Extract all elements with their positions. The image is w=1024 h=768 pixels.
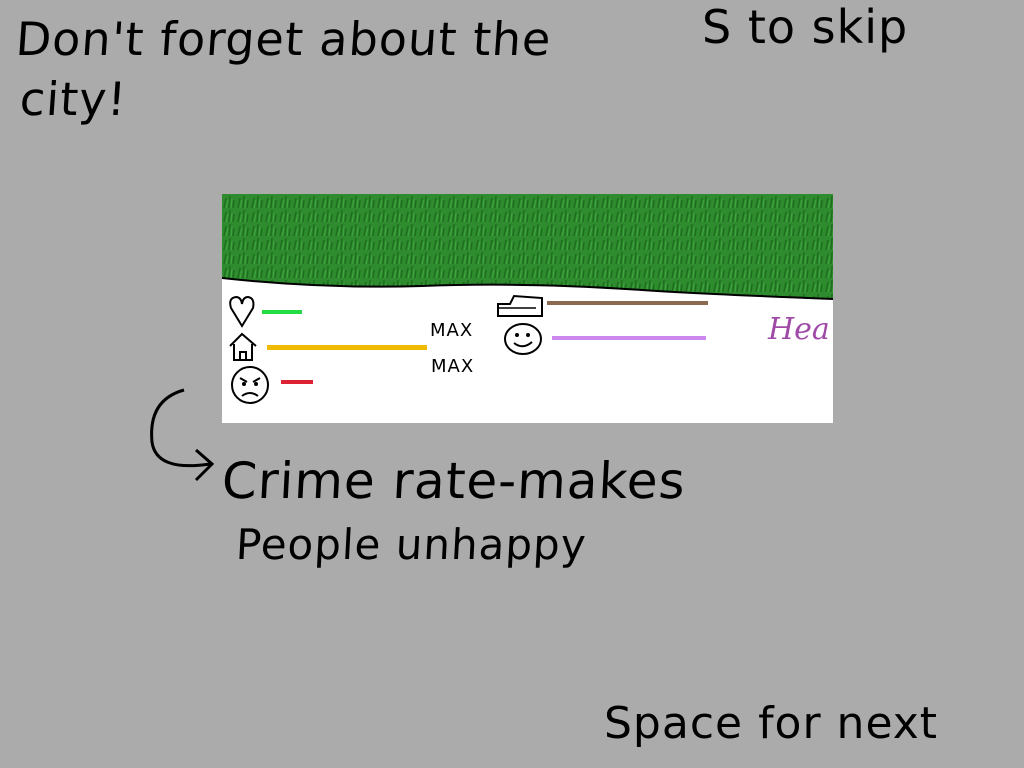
crime-explanation-line1: Crime rate-makes	[220, 452, 688, 510]
crime-bar	[281, 380, 313, 384]
curved-arrow-icon	[150, 388, 215, 482]
health-bar	[262, 310, 302, 314]
angry-face-icon	[231, 366, 269, 404]
skip-hint: S to skip	[702, 0, 909, 54]
house-icon	[229, 332, 257, 361]
housing-bar	[267, 345, 427, 350]
money-icon	[497, 294, 543, 317]
hud-preview-panel: MAX MAX Hea	[222, 194, 833, 423]
next-hint: Space for next	[604, 698, 939, 749]
max-label: MAX	[431, 356, 475, 377]
happy-face-icon	[504, 323, 542, 355]
tutorial-tip-line2: city!	[18, 72, 129, 126]
heart-icon	[229, 295, 255, 328]
happiness-bar	[552, 336, 706, 340]
crime-explanation-line2: People unhappy	[234, 520, 588, 569]
max-label: MAX	[430, 320, 474, 341]
grass-field	[222, 194, 833, 300]
money-bar	[547, 301, 708, 305]
cutoff-label: Hea	[768, 312, 830, 347]
tutorial-tip-line1: Don't forget about the	[14, 12, 554, 66]
